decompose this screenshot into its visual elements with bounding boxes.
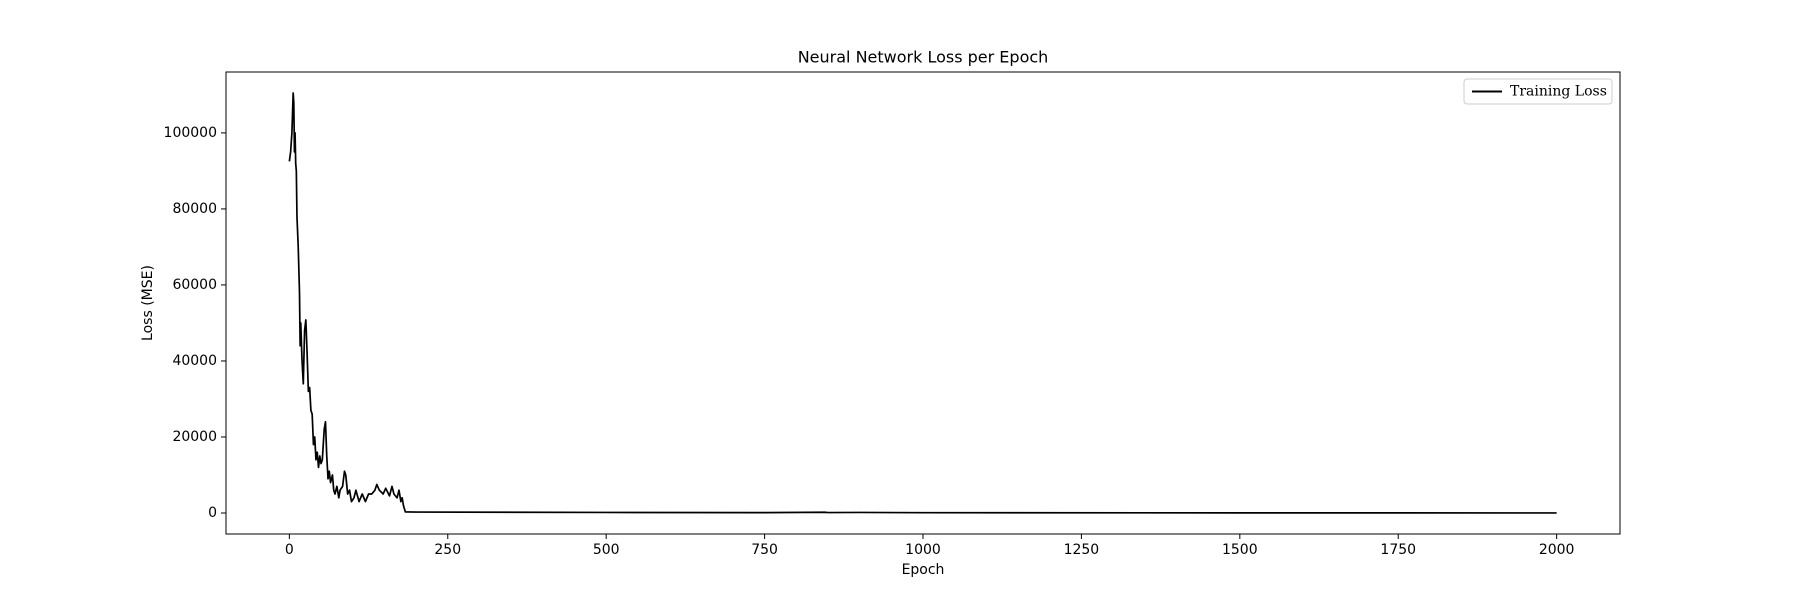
x-tick-label: 1750 <box>1380 542 1416 558</box>
x-tick-label: 750 <box>751 542 778 558</box>
x-axis-label: Epoch <box>902 562 945 578</box>
y-tick-label: 0 <box>208 505 217 521</box>
legend-label: Training Loss <box>1510 84 1607 100</box>
chart-title: Neural Network Loss per Epoch <box>798 48 1049 67</box>
plot-frame <box>225 71 1621 535</box>
y-tick-label: 100000 <box>164 125 217 141</box>
x-tick-label: 500 <box>593 542 620 558</box>
y-axis-label: Loss (MSE) <box>140 265 156 341</box>
y-tick-label: 60000 <box>172 277 217 293</box>
x-tick-label: 2000 <box>1539 542 1575 558</box>
x-tick-label: 0 <box>285 542 294 558</box>
x-tick-label: 1500 <box>1222 542 1258 558</box>
y-tick-label: 40000 <box>172 353 217 369</box>
legend-box <box>1463 78 1613 105</box>
x-tick-label: 250 <box>434 542 461 558</box>
y-tick-label: 20000 <box>172 429 217 445</box>
x-tick-label: 1000 <box>905 542 941 558</box>
y-tick-label: 80000 <box>172 201 217 217</box>
x-tick-label: 1250 <box>1064 542 1100 558</box>
loss-line <box>288 92 1557 514</box>
